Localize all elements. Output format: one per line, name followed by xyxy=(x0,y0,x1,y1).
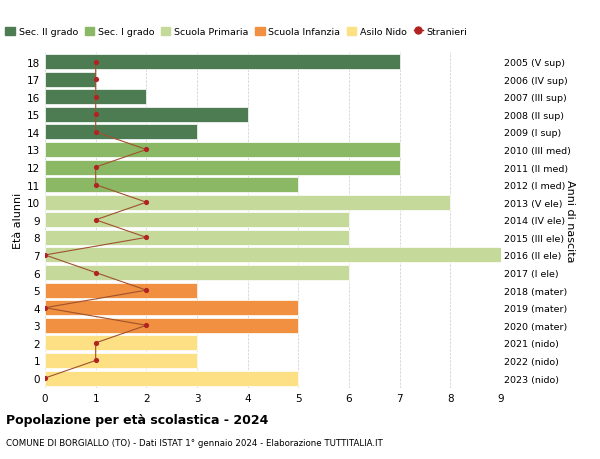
Text: COMUNE DI BORGIALLO (TO) - Dati ISTAT 1° gennaio 2024 - Elaborazione TUTTITALIA.: COMUNE DI BORGIALLO (TO) - Dati ISTAT 1°… xyxy=(6,438,383,448)
Text: Popolazione per età scolastica - 2024: Popolazione per età scolastica - 2024 xyxy=(6,413,268,426)
Point xyxy=(91,182,100,189)
Point xyxy=(91,164,100,171)
Bar xyxy=(45,55,400,70)
Bar xyxy=(45,196,451,210)
Point xyxy=(91,94,100,101)
Legend: Sec. II grado, Sec. I grado, Scuola Primaria, Scuola Infanzia, Asilo Nido, Stran: Sec. II grado, Sec. I grado, Scuola Prim… xyxy=(2,24,472,41)
Point xyxy=(142,146,151,154)
Bar xyxy=(45,301,298,315)
Bar xyxy=(45,336,197,351)
Point xyxy=(91,59,100,66)
Bar xyxy=(45,230,349,245)
Point xyxy=(142,287,151,294)
Point xyxy=(40,252,50,259)
Point xyxy=(91,76,100,84)
Point xyxy=(40,304,50,312)
Bar xyxy=(45,90,146,105)
Bar xyxy=(45,248,526,263)
Bar xyxy=(45,265,349,280)
Point xyxy=(142,322,151,329)
Point xyxy=(91,269,100,277)
Bar xyxy=(45,143,400,157)
Point xyxy=(91,129,100,136)
Point xyxy=(40,375,50,382)
Bar xyxy=(45,160,400,175)
Point xyxy=(91,217,100,224)
Bar xyxy=(45,318,298,333)
Bar xyxy=(45,353,197,368)
Point xyxy=(91,357,100,364)
Bar xyxy=(45,107,248,123)
Y-axis label: Anni di nascita: Anni di nascita xyxy=(565,179,575,262)
Bar xyxy=(45,125,197,140)
Bar xyxy=(45,73,95,87)
Point xyxy=(91,340,100,347)
Point xyxy=(91,112,100,119)
Bar xyxy=(45,213,349,228)
Point xyxy=(142,234,151,241)
Bar xyxy=(45,283,197,298)
Bar xyxy=(45,371,298,386)
Bar xyxy=(45,178,298,193)
Point xyxy=(142,199,151,207)
Y-axis label: Età alunni: Età alunni xyxy=(13,192,23,248)
